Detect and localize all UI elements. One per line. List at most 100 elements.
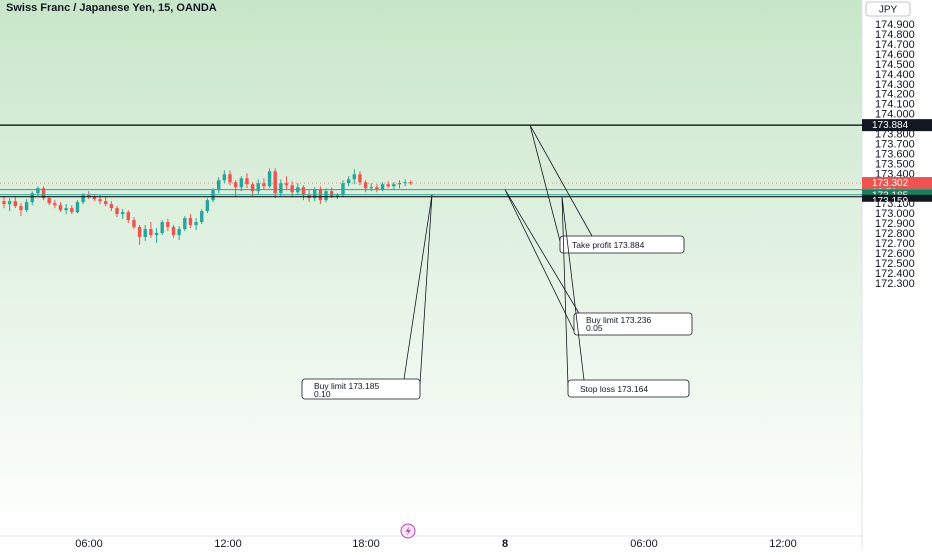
candle [75,200,80,214]
time-axis[interactable]: 06:00 12:00 18:00 8 06:00 12:00 [75,538,797,550]
candle [120,209,125,220]
currency-button[interactable]: JPY [865,1,911,17]
candle [126,210,130,224]
candle-body [24,202,29,211]
candle [262,178,266,190]
candle-body [137,227,142,237]
price-tick-label: 174.200 [875,89,915,101]
candle [115,206,119,218]
candle [284,176,289,190]
buy-limit-callout-1-box [573,312,693,336]
candle-body [301,187,306,196]
order-lines[interactable] [0,124,862,198]
candle-body [380,184,385,190]
candle-body [403,182,407,184]
candle-body [256,183,260,192]
buy-limit-callout-2-text: Buy limit 173.185 [314,381,379,391]
candle [64,204,68,215]
take-profit-callout[interactable]: Take profit 173.884 [529,124,685,254]
candle [392,182,396,190]
buy-limit-callout-2-box [301,378,421,400]
candle-body [375,187,379,190]
candle [205,198,210,214]
price-tick-label: 172.600 [875,248,915,260]
price-tick-label: 172.900 [875,218,915,230]
candle [245,173,249,189]
candle-body [335,195,340,197]
candle [160,220,164,235]
candle [7,198,12,212]
buy-limit-callout-2-text: 0.10 [314,389,331,399]
candle-body [104,201,108,205]
stop-loss-callout[interactable]: Stop loss 173.164 [561,196,690,398]
candle [109,201,114,212]
candle-body [194,222,198,226]
price-tick-label: 174.800 [875,29,915,41]
time-tick-label: 06:00 [75,538,103,550]
symbol-title: Swiss Franc / Japanese Yen, 15, OANDA [6,2,217,14]
candle [13,197,17,209]
candle-body [64,208,68,211]
candle-body [409,182,413,184]
candle [137,225,142,245]
candle-body [171,227,176,235]
flash-icon[interactable] [400,523,416,539]
candle [346,176,351,187]
candle [358,171,362,186]
candle [222,170,227,184]
price-tick-label: 174.600 [875,49,915,61]
price-tick-label: 172.500 [875,258,915,270]
candle-body [369,187,373,189]
candle [267,168,272,189]
candle-body [284,183,289,186]
candle-body [41,188,46,199]
candle [24,199,29,213]
candle [132,217,136,230]
take-profit-callout-box [559,235,685,254]
price-tick-label: 172.400 [875,268,915,280]
candle-body [81,195,85,203]
candle [166,219,170,232]
currency-label: JPY [879,5,898,16]
candle [47,196,51,206]
candle-body [262,183,266,187]
candle-body [98,199,102,202]
candle-body [120,212,125,215]
candle-body [70,208,74,213]
price-tick-label: 173.800 [875,129,915,141]
candle-body [2,201,6,205]
price-tick-label: 174.100 [875,99,915,111]
candle-body [7,201,12,205]
time-tick-label: 06:00 [630,538,658,550]
price-tick-label: 172.800 [875,228,915,240]
candle [279,179,283,197]
candle-body [177,229,181,235]
time-tick-label: 8 [502,538,508,550]
candle-body [245,178,249,185]
price-axis[interactable]: 174.900174.800174.700174.600174.500174.4… [875,19,915,290]
candle [409,180,413,186]
candle-body [143,229,147,237]
candle [58,202,63,213]
price-tick-label: 174.500 [875,59,915,71]
candle-body [392,184,396,187]
candle [217,177,221,194]
candle [41,186,46,201]
price-tick-label: 173.500 [875,158,915,170]
candle [188,214,193,229]
price-tick-label: 174.700 [875,39,915,51]
candle-body [115,208,119,215]
candle-body [313,189,317,199]
chart-background [0,0,862,536]
take-profit-price-tag: 173.884 [862,119,932,132]
candle [200,209,204,225]
candle-body [397,183,402,185]
time-tick-label: 12:00 [769,538,797,550]
candle [256,179,260,195]
candle-body [30,193,34,203]
